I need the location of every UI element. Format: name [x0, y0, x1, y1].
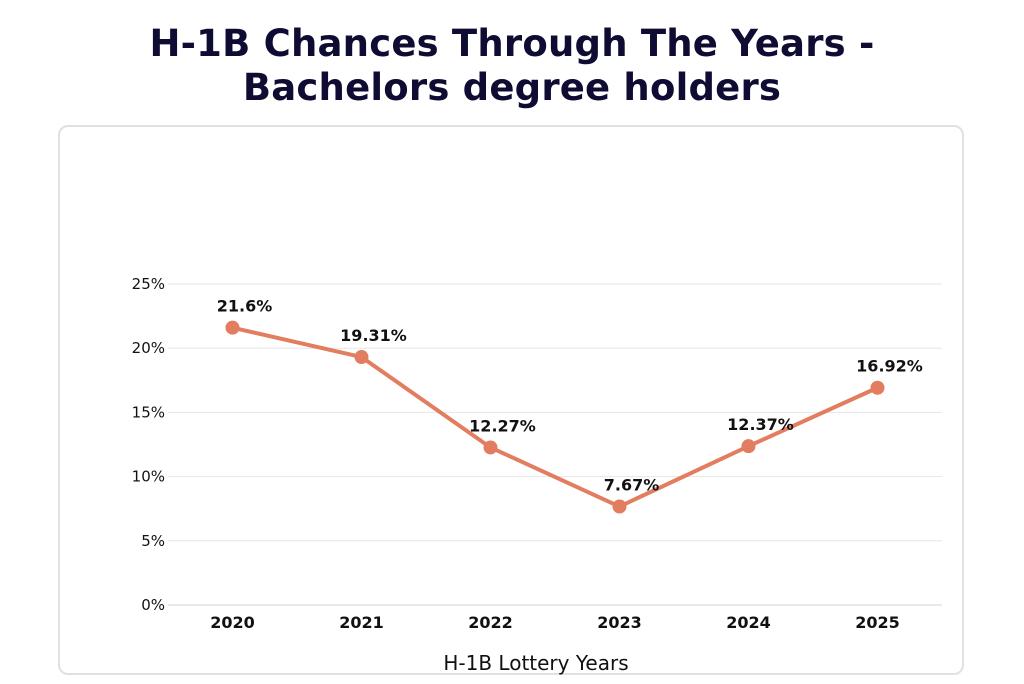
data-label: 19.31% — [340, 326, 407, 345]
chart-card — [58, 125, 964, 675]
data-label: 12.37% — [727, 415, 794, 434]
data-point — [741, 439, 756, 454]
x-tick-label: 2025 — [855, 613, 900, 632]
data-point — [354, 350, 369, 365]
y-tick-label: 25% — [132, 275, 165, 293]
data-point — [483, 440, 498, 455]
chart-title-line-1: H-1B Chances Through The Years - — [149, 22, 875, 65]
x-tick-label: 2020 — [210, 613, 255, 632]
data-point — [225, 320, 240, 335]
series-line-layer — [230, 325, 880, 509]
x-tick-label: 2023 — [597, 613, 642, 632]
x-tick-label: 2022 — [468, 613, 513, 632]
data-points — [225, 320, 885, 514]
x-tick-label: 2024 — [726, 613, 771, 632]
data-point — [870, 380, 885, 395]
y-tick-label: 20% — [132, 339, 165, 357]
x-tick-label: 2021 — [339, 613, 384, 632]
y-axis-ticks: 0% 5% 10% 15% 20% 25% — [132, 275, 165, 614]
data-label: 21.6% — [217, 297, 273, 316]
y-tick-label: 0% — [141, 596, 165, 614]
y-tick-label: 15% — [132, 403, 165, 421]
series-line — [230, 325, 880, 509]
data-labels: 21.6% 19.31% 12.27% 7.67% 12.37% 16.92% — [217, 297, 923, 495]
y-tick-label: 5% — [141, 532, 165, 550]
data-point — [612, 499, 627, 514]
x-axis-label: H-1B Lottery Years — [443, 651, 628, 675]
data-label: 12.27% — [469, 416, 536, 435]
data-label: 7.67% — [604, 476, 660, 495]
chart-title-line-2: Bachelors degree holders — [242, 66, 782, 109]
data-label: 16.92% — [856, 357, 923, 376]
y-tick-label: 10% — [132, 468, 165, 486]
gridlines — [168, 283, 942, 606]
x-axis-ticks: 2020 2021 2022 2023 2024 2025 — [210, 613, 900, 632]
chart-title: H-1B Chances Through The Years - Bachelo… — [0, 22, 1024, 110]
